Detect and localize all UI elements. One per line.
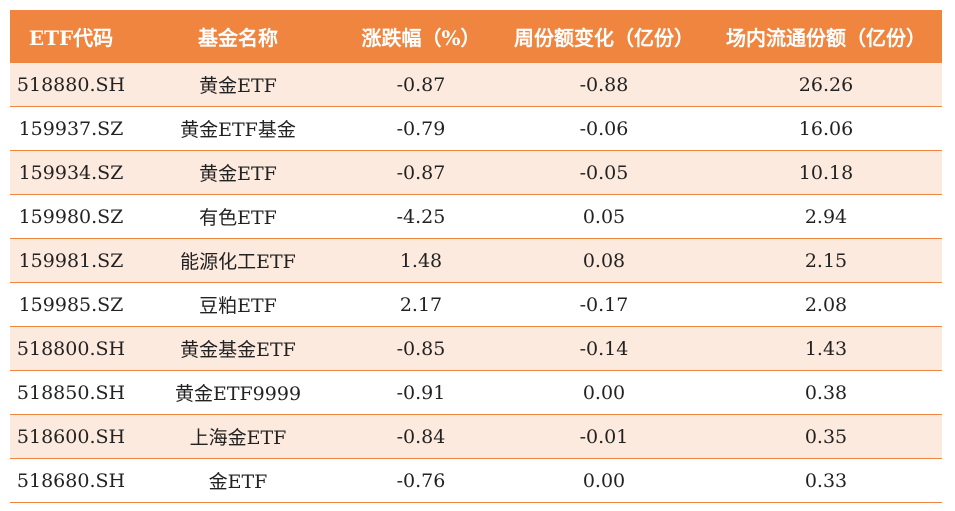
- cell-onmarket-shares: 0.35: [710, 414, 942, 459]
- table-row: 518680.SH 金ETF -0.76 0.00 0.33: [10, 458, 942, 503]
- cell-change-pct: -0.85: [344, 326, 498, 371]
- cell-weekly-share-change: -0.05: [498, 150, 710, 195]
- header-change-pct: 涨跌幅（%）: [344, 10, 498, 63]
- table-row: 518880.SH 黄金ETF -0.87 -0.88 26.26: [10, 63, 942, 107]
- cell-weekly-share-change: -0.06: [498, 106, 710, 151]
- cell-fund-name: 黄金ETF9999: [132, 370, 344, 415]
- cell-etf-code: 518850.SH: [10, 370, 132, 415]
- cell-fund-name: 黄金ETF基金: [132, 106, 344, 151]
- cell-weekly-share-change: -0.14: [498, 326, 710, 371]
- cell-etf-code: 159981.SZ: [10, 238, 132, 283]
- cell-onmarket-shares: 16.06: [710, 106, 942, 151]
- cell-change-pct: -0.79: [344, 106, 498, 151]
- table-row: 518800.SH 黄金基金ETF -0.85 -0.14 1.43: [10, 326, 942, 371]
- header-weekly-share-change: 周份额变化（亿份）: [498, 10, 710, 63]
- cell-fund-name: 能源化工ETF: [132, 238, 344, 283]
- cell-fund-name: 黄金ETF: [132, 63, 344, 107]
- cell-fund-name: 上海金ETF: [132, 414, 344, 459]
- cell-change-pct: 2.17: [344, 282, 498, 327]
- cell-weekly-share-change: 0.00: [498, 458, 710, 503]
- header-fund-name: 基金名称: [132, 10, 344, 63]
- table-row: 159980.SZ 有色ETF -4.25 0.05 2.94: [10, 194, 942, 239]
- cell-etf-code: 518680.SH: [10, 458, 132, 503]
- cell-fund-name: 金ETF: [132, 458, 344, 503]
- table-row: 518600.SH 上海金ETF -0.84 -0.01 0.35: [10, 414, 942, 459]
- cell-etf-code: 159985.SZ: [10, 282, 132, 327]
- etf-table: ETF代码 基金名称 涨跌幅（%） 周份额变化（亿份） 场内流通份额（亿份） 5…: [10, 10, 942, 503]
- cell-change-pct: -0.87: [344, 63, 498, 107]
- table-row: 159937.SZ 黄金ETF基金 -0.79 -0.06 16.06: [10, 106, 942, 151]
- cell-onmarket-shares: 0.33: [710, 458, 942, 503]
- cell-change-pct: 1.48: [344, 238, 498, 283]
- table-row: 518850.SH 黄金ETF9999 -0.91 0.00 0.38: [10, 370, 942, 415]
- cell-fund-name: 豆粕ETF: [132, 282, 344, 327]
- cell-onmarket-shares: 2.08: [710, 282, 942, 327]
- cell-etf-code: 518880.SH: [10, 63, 132, 107]
- cell-etf-code: 159980.SZ: [10, 194, 132, 239]
- cell-weekly-share-change: 0.05: [498, 194, 710, 239]
- cell-onmarket-shares: 2.94: [710, 194, 942, 239]
- cell-weekly-share-change: 0.08: [498, 238, 710, 283]
- cell-onmarket-shares: 2.15: [710, 238, 942, 283]
- cell-weekly-share-change: 0.00: [498, 370, 710, 415]
- header-onmarket-shares: 场内流通份额（亿份）: [710, 10, 942, 63]
- header-etf-code: ETF代码: [10, 10, 132, 63]
- table-body: 518880.SH 黄金ETF -0.87 -0.88 26.26 159937…: [10, 63, 942, 503]
- cell-fund-name: 黄金ETF: [132, 150, 344, 195]
- cell-weekly-share-change: -0.88: [498, 63, 710, 107]
- cell-onmarket-shares: 0.38: [710, 370, 942, 415]
- cell-etf-code: 159937.SZ: [10, 106, 132, 151]
- cell-weekly-share-change: -0.17: [498, 282, 710, 327]
- table-header: ETF代码 基金名称 涨跌幅（%） 周份额变化（亿份） 场内流通份额（亿份）: [10, 10, 942, 63]
- cell-change-pct: -0.76: [344, 458, 498, 503]
- cell-change-pct: -4.25: [344, 194, 498, 239]
- cell-weekly-share-change: -0.01: [498, 414, 710, 459]
- cell-change-pct: -0.91: [344, 370, 498, 415]
- cell-onmarket-shares: 10.18: [710, 150, 942, 195]
- header-row: ETF代码 基金名称 涨跌幅（%） 周份额变化（亿份） 场内流通份额（亿份）: [10, 10, 942, 63]
- table-row: 159934.SZ 黄金ETF -0.87 -0.05 10.18: [10, 150, 942, 195]
- cell-fund-name: 有色ETF: [132, 194, 344, 239]
- cell-etf-code: 518800.SH: [10, 326, 132, 371]
- cell-onmarket-shares: 26.26: [710, 63, 942, 107]
- cell-change-pct: -0.84: [344, 414, 498, 459]
- cell-etf-code: 159934.SZ: [10, 150, 132, 195]
- cell-onmarket-shares: 1.43: [710, 326, 942, 371]
- table-row: 159981.SZ 能源化工ETF 1.48 0.08 2.15: [10, 238, 942, 283]
- cell-etf-code: 518600.SH: [10, 414, 132, 459]
- cell-change-pct: -0.87: [344, 150, 498, 195]
- table-row: 159985.SZ 豆粕ETF 2.17 -0.17 2.08: [10, 282, 942, 327]
- cell-fund-name: 黄金基金ETF: [132, 326, 344, 371]
